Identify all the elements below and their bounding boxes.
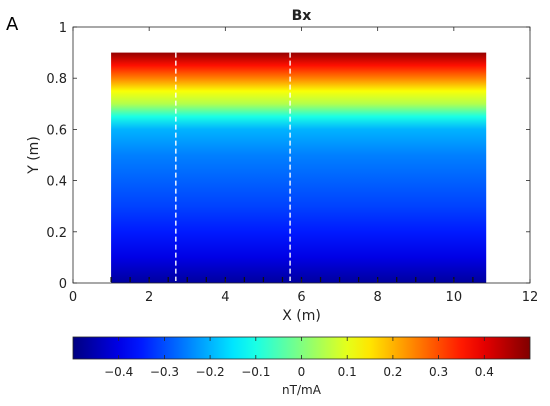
y-tick-label: 0 xyxy=(59,277,67,292)
colorbar-tick-label: 0.1 xyxy=(338,365,357,379)
y-tick-label: 0.6 xyxy=(46,123,67,138)
x-tick-label: 0 xyxy=(69,290,77,305)
y-tick-label: 0.8 xyxy=(46,72,67,87)
colorbar-tick-label: −0.4 xyxy=(104,365,133,379)
x-tick-label: 2 xyxy=(145,290,153,305)
y-tick-label: 0.4 xyxy=(46,175,67,190)
x-tick-label: 4 xyxy=(221,290,229,305)
x-tick-label: 10 xyxy=(446,290,463,305)
panel-letter: A xyxy=(6,14,19,35)
colorbar-tick-label: −0.1 xyxy=(241,365,270,379)
x-axis-label: X (m) xyxy=(282,308,321,324)
y-tick-label: 1 xyxy=(59,21,67,36)
x-tick-label: 12 xyxy=(522,290,539,305)
colorbar-tick-label: 0 xyxy=(298,365,306,379)
chart-title: Bx xyxy=(292,8,312,24)
colorbar-tick-label: −0.2 xyxy=(196,365,225,379)
x-tick-label: 6 xyxy=(297,290,305,305)
colorbar-tick-label: 0.4 xyxy=(475,365,494,379)
colorbar-label: nT/mA xyxy=(282,383,322,397)
y-axis-label: Y (m) xyxy=(26,136,42,175)
colorbar-tick-label: 0.2 xyxy=(383,365,402,379)
colorbar-tick-label: 0.3 xyxy=(429,365,448,379)
y-tick-label: 0.2 xyxy=(46,226,67,241)
x-tick-label: 8 xyxy=(374,290,382,305)
bx-field-map xyxy=(111,52,487,283)
colorbar-tick-label: −0.3 xyxy=(150,365,179,379)
